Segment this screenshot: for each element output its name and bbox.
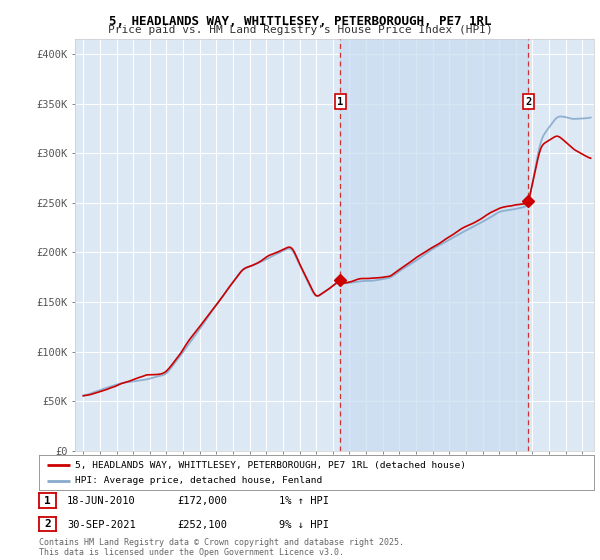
Text: 5, HEADLANDS WAY, WHITTLESEY, PETERBOROUGH, PE7 1RL: 5, HEADLANDS WAY, WHITTLESEY, PETERBOROU… (109, 15, 491, 27)
Text: 1: 1 (44, 496, 51, 506)
Text: 2: 2 (525, 97, 532, 107)
Text: £172,000: £172,000 (177, 496, 227, 506)
Bar (340, 39, 528, 451)
Text: 30-SEP-2021: 30-SEP-2021 (67, 520, 136, 530)
Text: HPI: Average price, detached house, Fenland: HPI: Average price, detached house, Fenl… (75, 477, 322, 486)
Text: 1% ↑ HPI: 1% ↑ HPI (279, 496, 329, 506)
Text: £252,100: £252,100 (177, 520, 227, 530)
Text: 1: 1 (337, 97, 344, 107)
Text: 5, HEADLANDS WAY, WHITTLESEY, PETERBOROUGH, PE7 1RL (detached house): 5, HEADLANDS WAY, WHITTLESEY, PETERBOROU… (75, 460, 466, 469)
Text: Contains HM Land Registry data © Crown copyright and database right 2025.
This d: Contains HM Land Registry data © Crown c… (39, 538, 404, 557)
Text: Price paid vs. HM Land Registry's House Price Index (HPI): Price paid vs. HM Land Registry's House … (107, 25, 493, 35)
Text: 18-JUN-2010: 18-JUN-2010 (67, 496, 136, 506)
Text: 9% ↓ HPI: 9% ↓ HPI (279, 520, 329, 530)
Text: 2: 2 (44, 519, 51, 529)
